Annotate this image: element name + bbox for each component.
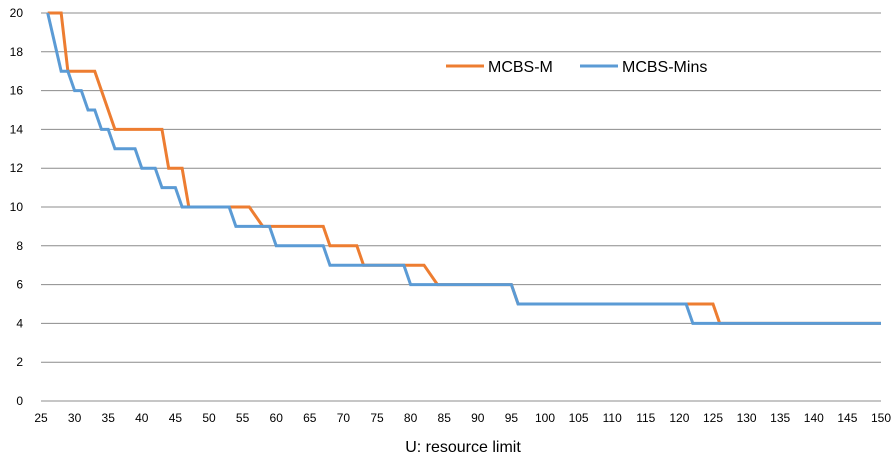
x-tick-label: 120 bbox=[669, 411, 689, 425]
y-tick-label: 18 bbox=[10, 45, 24, 59]
x-tick-label: 85 bbox=[438, 411, 452, 425]
legend-label: MCBS-Mins bbox=[622, 59, 707, 76]
y-axis-tick-labels: 0 2 4 6 8 10 12 14 16 18 20 bbox=[10, 6, 24, 408]
y-tick-label: 14 bbox=[10, 122, 24, 136]
x-tick-label: 65 bbox=[303, 411, 317, 425]
x-tick-label: 25 bbox=[34, 411, 48, 425]
x-tick-label: 125 bbox=[703, 411, 723, 425]
x-tick-label: 55 bbox=[236, 411, 250, 425]
legend: MCBS-M MCBS-Mins bbox=[446, 59, 707, 76]
y-tick-label: 6 bbox=[16, 278, 23, 292]
y-tick-label: 10 bbox=[10, 200, 24, 214]
x-tick-label: 30 bbox=[68, 411, 82, 425]
y-tick-label: 4 bbox=[16, 316, 23, 330]
gridlines bbox=[41, 12, 881, 402]
x-tick-label: 140 bbox=[804, 411, 824, 425]
y-tick-label: 2 bbox=[16, 355, 23, 369]
x-axis-title: U: resource limit bbox=[405, 439, 521, 456]
x-tick-label: 115 bbox=[636, 411, 655, 425]
y-tick-label: 16 bbox=[10, 84, 24, 98]
x-tick-label: 110 bbox=[603, 411, 622, 425]
x-tick-label: 75 bbox=[370, 411, 384, 425]
x-tick-label: 145 bbox=[837, 411, 857, 425]
x-tick-label: 70 bbox=[337, 411, 351, 425]
series-line-mcbs-mins bbox=[46, 12, 881, 325]
x-tick-label: 130 bbox=[737, 411, 757, 425]
x-tick-label: 60 bbox=[270, 411, 284, 425]
x-tick-label: 50 bbox=[202, 411, 216, 425]
x-tick-label: 135 bbox=[770, 411, 790, 425]
x-tick-label: 80 bbox=[404, 411, 418, 425]
y-tick-label: 8 bbox=[16, 239, 23, 253]
x-tick-label: 95 bbox=[505, 411, 519, 425]
x-tick-label: 150 bbox=[871, 411, 891, 425]
x-tick-label: 105 bbox=[569, 411, 589, 425]
x-tick-label: 100 bbox=[535, 411, 555, 425]
legend-label: MCBS-M bbox=[488, 59, 553, 76]
y-tick-label: 0 bbox=[16, 394, 23, 408]
x-tick-label: 45 bbox=[169, 411, 183, 425]
x-tick-label: 90 bbox=[471, 411, 485, 425]
series-lines bbox=[46, 11, 881, 325]
y-tick-label: 20 bbox=[10, 6, 24, 20]
x-tick-label: 35 bbox=[102, 411, 116, 425]
x-tick-label: 40 bbox=[135, 411, 149, 425]
y-tick-label: 12 bbox=[10, 161, 24, 175]
x-axis-tick-labels: 25 30 35 40 45 50 55 60 65 70 75 80 85 90 95 100 105 110 1… bbox=[34, 411, 891, 425]
